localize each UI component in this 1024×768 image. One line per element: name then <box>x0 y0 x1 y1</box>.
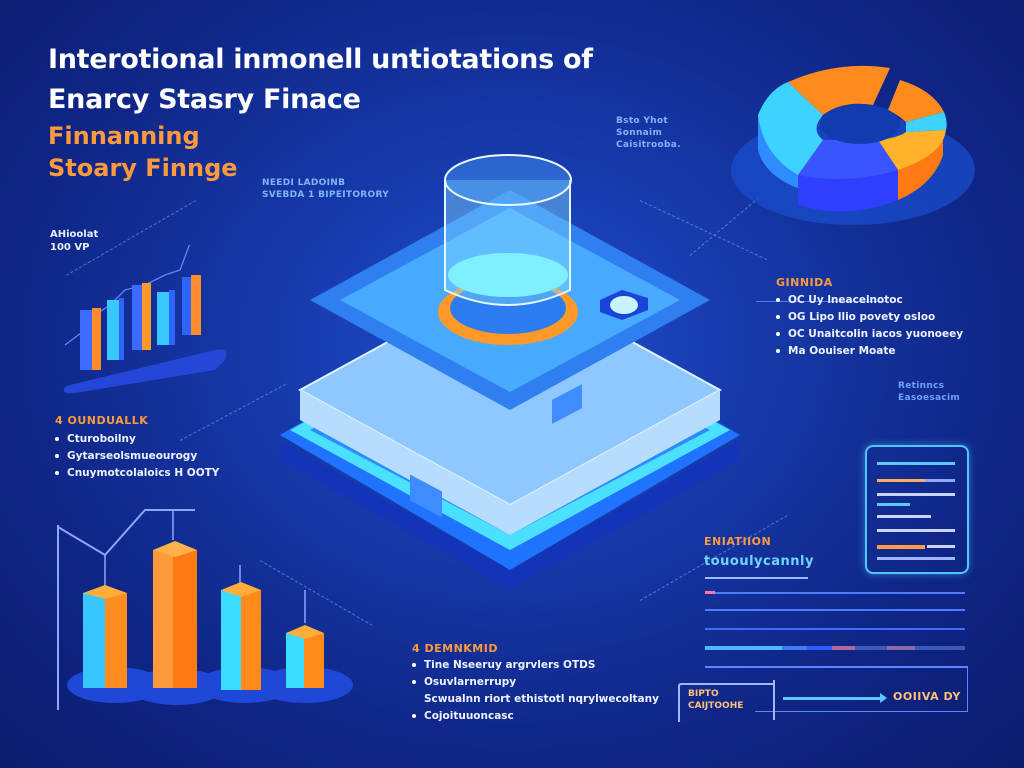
bullet-icon <box>776 332 780 336</box>
divider <box>773 680 775 720</box>
doc-line <box>877 557 955 560</box>
large-bar-chart <box>55 505 355 710</box>
timeline-line <box>705 577 808 579</box>
subtitle-line-1: Finnanning <box>48 122 200 150</box>
title-line-2: Enarcy Stasry Finace <box>48 84 361 115</box>
progress-segment <box>782 646 807 650</box>
list-item: Scwualnn riort ethistotl nqrylwecoltany <box>412 691 659 708</box>
right-small-caption: Retinncs Easoesacim <box>898 380 960 404</box>
list-item-text: Cturoboilny <box>67 433 136 445</box>
caption-line: 100 VP <box>50 242 90 253</box>
list-item-text: Tine Nseeruy argrvlers OTDS <box>424 659 596 671</box>
progress-segment <box>915 646 965 650</box>
progress-segment <box>705 646 782 650</box>
footer-box-label: BIPTO CAIJTOOHE <box>688 688 743 712</box>
caption-line: Easoesacim <box>898 393 961 403</box>
left-list-heading: 4 OUNDUALLK <box>55 414 149 427</box>
bottom-list-heading: 4 DEMNKMID <box>412 642 498 655</box>
progress-segment <box>807 646 832 650</box>
list-item-text: OC Uy lneacelnotoc <box>788 294 903 306</box>
bullet-icon <box>776 315 780 319</box>
mini-bar-chart <box>55 245 235 395</box>
caption-line: SVEBDA 1 BIPEITORORY <box>262 190 390 200</box>
arrow-icon <box>783 697 883 700</box>
evaluation-subheading: tououlycannly <box>704 554 814 569</box>
caption-line: Retinncs <box>898 381 945 391</box>
bullet-icon <box>55 454 59 458</box>
evaluation-heading: ENIATIION <box>704 535 772 548</box>
doc-line <box>877 515 931 518</box>
donut-chart <box>728 60 978 230</box>
page-title: Interotional inmonell untiotations of En… <box>48 40 593 120</box>
list-item-text: Cnuymotcolaloics H OOTY <box>67 467 220 479</box>
bullet-icon <box>412 714 416 718</box>
bullet-icon <box>776 349 780 353</box>
list-item-text: OG Lipo llio povety osloo <box>788 311 936 323</box>
doc-line <box>877 503 910 506</box>
list-item-text: Ma Oouiser Moate <box>788 345 896 357</box>
list-item-text: Cojoituuoncasc <box>424 710 514 722</box>
doc-line <box>877 545 925 549</box>
footer-flow-box <box>755 666 968 712</box>
list-item-text: OC Unaitcolin iacos yuonoeey <box>788 328 964 340</box>
bottom-list: 4 DEMNKMID Tine Nseeruy argrvlers OTDS O… <box>412 642 659 725</box>
evaluation-block: ENIATIION tououlycannly <box>704 535 814 569</box>
caption-line: Bsto Yhot <box>616 116 668 126</box>
doc-line <box>877 529 955 532</box>
document-card-icon <box>865 445 969 574</box>
footer-box-label-line: BIPTO <box>688 689 719 699</box>
list-item-text: Osuvlarnerrupy <box>424 676 517 688</box>
timeline-line <box>705 628 965 630</box>
divider <box>756 301 886 302</box>
segmented-progress-bar <box>705 646 965 650</box>
progress-segment <box>887 646 915 650</box>
right-list-heading: GINNIDA <box>776 276 833 289</box>
list-item: Ma Oouiser Moate <box>776 343 963 360</box>
bullet-icon <box>412 680 416 684</box>
mini-chart-label: AHioolat 100 VP <box>50 228 98 254</box>
timeline-line <box>705 592 965 594</box>
bullet-icon <box>776 298 780 302</box>
top-right-caption: Bsto Yhot Sonnaim Caisitrooba. <box>616 115 681 151</box>
footer-label-box: BIPTO CAIJTOOHE <box>678 683 775 722</box>
timeline-marker <box>705 591 715 594</box>
central-device-illustration <box>270 150 750 590</box>
bullet-icon <box>412 663 416 667</box>
doc-line <box>877 479 925 482</box>
left-list: 4 OUNDUALLK Cturoboilny Gytarseolsmueour… <box>55 414 219 482</box>
progress-segment <box>855 646 887 650</box>
list-item: Cturoboilny <box>55 431 219 448</box>
list-item-text: Scwualnn riort ethistotl nqrylwecoltany <box>424 693 659 705</box>
footer-box-label-line: CAIJTOOHE <box>688 701 744 711</box>
title-line-1: Interotional inmonell untiotations of <box>48 44 593 75</box>
doc-line <box>877 493 955 496</box>
caption-line: Caisitrooba. <box>616 140 681 150</box>
footer-arrow-label: OOIIVA DY <box>893 690 961 703</box>
bullet-icon <box>55 437 59 441</box>
doc-line <box>927 545 955 548</box>
page-subtitle: Finnanning Stoary Finnge <box>48 120 238 184</box>
list-item-text: Gytarseolsmueourogy <box>67 450 198 462</box>
list-item: Osuvlarnerrupy <box>412 674 659 691</box>
doc-line <box>925 479 955 482</box>
right-list: GINNIDA OC Uy lneacelnotoc OG Lipo llio … <box>776 276 963 360</box>
timeline-line <box>705 609 965 611</box>
list-item: Cnuymotcolaloics H OOTY <box>55 465 219 482</box>
caption-line: Sonnaim <box>616 128 663 138</box>
list-item: Cojoituuoncasc <box>412 708 659 725</box>
list-item: OC Unaitcolin iacos yuonoeey <box>776 326 963 343</box>
center-left-caption: NEEDI LADOINB SVEBDA 1 BIPEITORORY <box>262 177 389 201</box>
subtitle-line-2: Stoary Finnge <box>48 154 238 182</box>
list-item: OG Lipo llio povety osloo <box>776 309 963 326</box>
caption-line: NEEDI LADOINB <box>262 178 346 188</box>
list-item: Tine Nseeruy argrvlers OTDS <box>412 657 659 674</box>
bullet-icon <box>55 471 59 475</box>
list-item: OC Uy lneacelnotoc <box>776 292 963 309</box>
list-item: Gytarseolsmueourogy <box>55 448 219 465</box>
progress-segment <box>832 646 855 650</box>
arrow-head-icon <box>880 693 887 703</box>
doc-line <box>877 462 955 465</box>
caption-line: AHioolat <box>50 229 99 240</box>
